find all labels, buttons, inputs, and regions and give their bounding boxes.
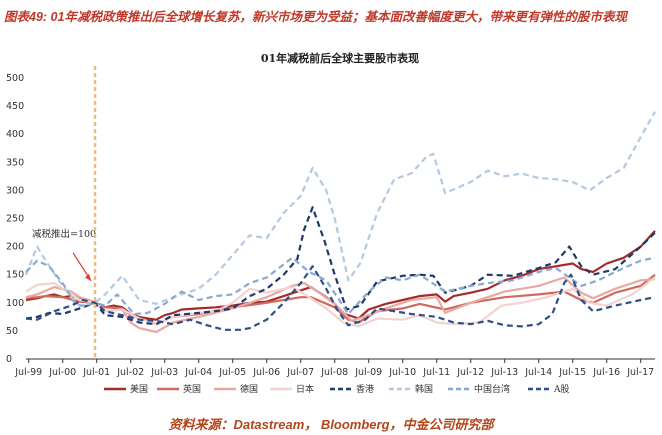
annotation: 减税推出=100 (32, 66, 97, 359)
series-line-2 (25, 276, 656, 334)
legend-label: 中国台湾 (474, 383, 510, 395)
series-line-0 (25, 230, 656, 321)
x-tick-label: Jul-15 (558, 367, 586, 378)
legend-label: 美国 (130, 383, 148, 395)
y-axis: 0 50 100 150 200 250 300 350 400 450 500 (6, 73, 24, 365)
legend-label: 香港 (356, 383, 374, 395)
source-note: 资料来源：Datastream， Bloomberg，中金公司研究部 (168, 417, 494, 432)
x-axis: Jul-99 Jul-00 Jul-01 Jul-02 Jul-03 Jul-04 Jul-… (14, 358, 655, 378)
x-tick-label: Jul-11 (422, 367, 450, 378)
legend-label: A股 (553, 384, 570, 395)
x-tick-label: Jul-10 (388, 367, 416, 378)
x-tick-label: Jul-17 (626, 367, 654, 378)
y-tick-label: 100 (6, 298, 24, 309)
series-line-4 (25, 206, 656, 326)
x-tick-label: Jul-09 (354, 367, 382, 378)
x-tick-label: Jul-00 (48, 367, 76, 378)
x-tick-label: Jul-03 (150, 367, 178, 378)
x-tick-label: Jul-14 (524, 367, 552, 378)
x-tick-label: Jul-12 (456, 367, 484, 378)
x-tick-label: Jul-02 (116, 367, 144, 378)
series-line-7 (25, 265, 656, 331)
chart-title: 01年减税前后全球主要股市表现 (261, 51, 419, 65)
legend-label: 英国 (183, 383, 201, 395)
y-tick-label: 300 (6, 185, 24, 196)
series-line-5 (24, 111, 656, 307)
y-tick-label: 250 (6, 214, 24, 225)
annotation-arrowhead (85, 273, 92, 281)
y-tick-label: 450 (6, 101, 24, 112)
legend: 美国 英国 德国 日本 香港 韩国 中国台湾 A股 (104, 383, 570, 395)
y-tick-label: 200 (6, 242, 24, 253)
legend-label: 德国 (240, 383, 258, 395)
y-tick-label: 400 (6, 129, 24, 140)
series-line-6 (25, 256, 656, 316)
y-tick-label: 500 (6, 73, 24, 84)
y-tick-label: 50 (6, 326, 18, 337)
series-lines (24, 111, 656, 334)
x-tick-label: Jul-13 (490, 367, 518, 378)
annotation-label: 减税推出=100 (32, 228, 96, 240)
x-tick-label: Jul-07 (286, 367, 314, 378)
legend-label: 日本 (296, 383, 314, 395)
x-tick-label: Jul-01 (82, 367, 110, 378)
y-tick-label: 150 (6, 270, 24, 281)
x-tick-label: Jul-05 (218, 367, 246, 378)
x-tick-label: Jul-06 (252, 367, 280, 378)
figure-title: 图表49: 01年减税政策推出后全球增长复苏，新兴市场更为受益；基本面改善幅度更… (4, 10, 627, 24)
x-tick-label: Jul-04 (184, 367, 212, 378)
y-tick-label: 0 (6, 354, 12, 365)
legend-label: 韩国 (415, 383, 433, 395)
y-tick-label: 350 (6, 157, 24, 168)
x-tick-label: Jul-99 (14, 367, 42, 378)
x-tick-label: Jul-08 (320, 367, 348, 378)
x-tick-label: Jul-16 (592, 367, 620, 378)
